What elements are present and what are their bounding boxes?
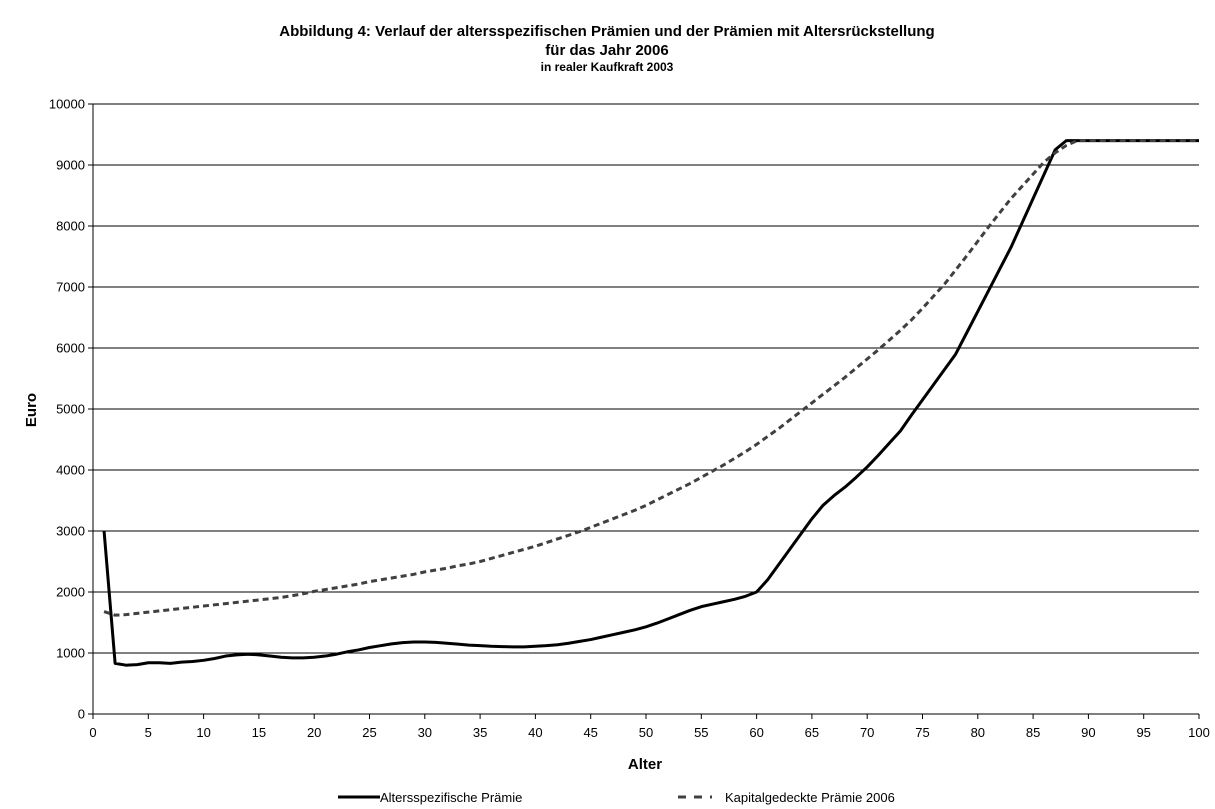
x-tick-label-5: 5 — [145, 725, 152, 740]
y-tick-label-10000: 10000 — [49, 97, 85, 112]
x-tick-label-25: 25 — [362, 725, 376, 740]
series-line-altersspezifische-praemie — [102, 139, 1199, 667]
y-tick-label-5000: 5000 — [56, 402, 85, 417]
y-tick-label-8000: 8000 — [56, 219, 85, 234]
x-tick-label-10: 10 — [196, 725, 210, 740]
x-tick-label-30: 30 — [418, 725, 432, 740]
x-tick-label-70: 70 — [860, 725, 874, 740]
y-tick-label-4000: 4000 — [56, 463, 85, 478]
y-axis-label: Euro — [23, 393, 40, 427]
chart-subtitle: in realer Kaufkraft 2003 — [541, 60, 674, 74]
x-tick-label-65: 65 — [805, 725, 819, 740]
gridlines — [88, 103, 1199, 715]
legend: Altersspezifische Prämie Kapitalgedeckte… — [338, 790, 895, 805]
legend-label-altersspezifische: Altersspezifische Prämie — [380, 790, 522, 805]
x-tick-label-90: 90 — [1081, 725, 1095, 740]
y-tick-label-2000: 2000 — [56, 585, 85, 600]
x-tick-label-100: 100 — [1188, 725, 1210, 740]
x-tick-label-60: 60 — [749, 725, 763, 740]
chart-title: Abbildung 4: Verlauf der altersspezifisc… — [279, 23, 934, 40]
y-tick-label-3000: 3000 — [56, 524, 85, 539]
y-tick-labels: 0 1000 2000 3000 4000 5000 6000 7000 8000 9000 100… — [49, 97, 85, 722]
x-tick-label-55: 55 — [694, 725, 708, 740]
x-tick-label-80: 80 — [971, 725, 985, 740]
y-tick-label-6000: 6000 — [56, 341, 85, 356]
x-tick-label-45: 45 — [583, 725, 597, 740]
series-line-kapitalgedeckte-praemie — [103, 139, 1199, 617]
y-tick-label-7000: 7000 — [56, 280, 85, 295]
x-tick-label-75: 75 — [915, 725, 929, 740]
x-tick-label-50: 50 — [639, 725, 653, 740]
x-tick-label-40: 40 — [528, 725, 542, 740]
chart-title-line2: für das Jahr 2006 — [545, 42, 668, 59]
x-tick-label-0: 0 — [89, 725, 96, 740]
x-tick-label-35: 35 — [473, 725, 487, 740]
axes — [92, 104, 1200, 719]
x-tick-label-85: 85 — [1026, 725, 1040, 740]
series-lines — [102, 139, 1199, 667]
x-tick-label-20: 20 — [307, 725, 321, 740]
x-tick-labels: 0 5 10 15 20 25 30 35 40 45 50 55 60 65 70 75 80 85 90 95 10… — [89, 725, 1209, 740]
y-tick-label-1000: 1000 — [56, 646, 85, 661]
y-tick-label-9000: 9000 — [56, 158, 85, 173]
x-tick-label-15: 15 — [252, 725, 266, 740]
legend-label-kapitalgedeckte: Kapitalgedeckte Prämie 2006 — [725, 790, 895, 805]
y-tick-label-0: 0 — [78, 707, 85, 722]
x-axis-label: Alter — [628, 756, 662, 773]
x-tick-label-95: 95 — [1136, 725, 1150, 740]
